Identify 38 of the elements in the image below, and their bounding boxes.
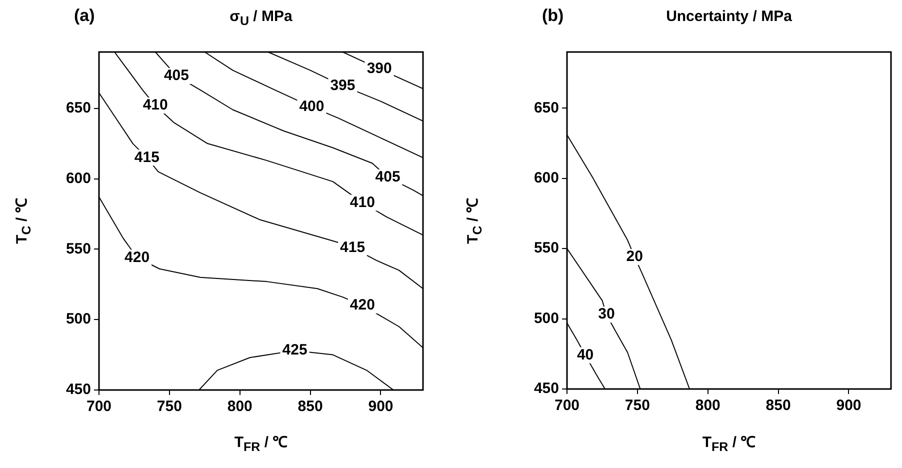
- y-tick-label: 550: [534, 240, 559, 257]
- x-tick-label: 900: [836, 397, 862, 414]
- annotation: 425: [282, 342, 308, 359]
- annotation: 390: [366, 60, 392, 78]
- annotation: 40: [576, 346, 594, 364]
- y-tick-label: 600: [534, 170, 559, 187]
- x-tick-label: 700: [86, 398, 112, 416]
- y-tick-label: 450: [66, 381, 91, 398]
- annotation: 30: [598, 306, 615, 323]
- y-tick-label: 450: [534, 380, 559, 398]
- y-tick-label: 500: [66, 310, 91, 328]
- annotation: 410: [142, 96, 168, 114]
- chart-title: Uncertainty / MPa: [666, 8, 792, 25]
- x-tick-label: 700: [554, 397, 580, 414]
- x-tick-label: 800: [227, 398, 252, 416]
- text: (a): [74, 6, 95, 26]
- annotation: 405: [164, 67, 189, 84]
- x-tick-label: 900: [368, 398, 394, 416]
- y-tick-label: 650: [66, 99, 91, 116]
- y-tick-label: 550: [66, 240, 91, 258]
- x-axis-title: T$_{FR}$ / ℃: [234, 433, 288, 454]
- y-tick-label: 650: [534, 99, 559, 116]
- x-tick-label: 850: [298, 398, 323, 416]
- y-tick-label: 600: [66, 170, 91, 187]
- x-axis-title: T$_{FR}$ / ℃: [702, 433, 756, 454]
- x-tick-label: 750: [156, 398, 182, 416]
- annotation: 415: [134, 148, 160, 166]
- annotation: 420: [124, 248, 150, 266]
- annotation: 395: [330, 76, 356, 94]
- chart-title: σ$_{U}$ / MPa: [230, 8, 292, 28]
- y-tick-label: 500: [534, 310, 559, 327]
- x-tick-label: 800: [695, 397, 720, 414]
- annotation: 405: [375, 168, 400, 186]
- text: (b): [542, 6, 564, 26]
- annotation: 400: [299, 98, 324, 116]
- annotation: 20: [626, 248, 643, 266]
- x-tick-label: 850: [766, 397, 791, 414]
- x-tick-label: 750: [624, 397, 650, 414]
